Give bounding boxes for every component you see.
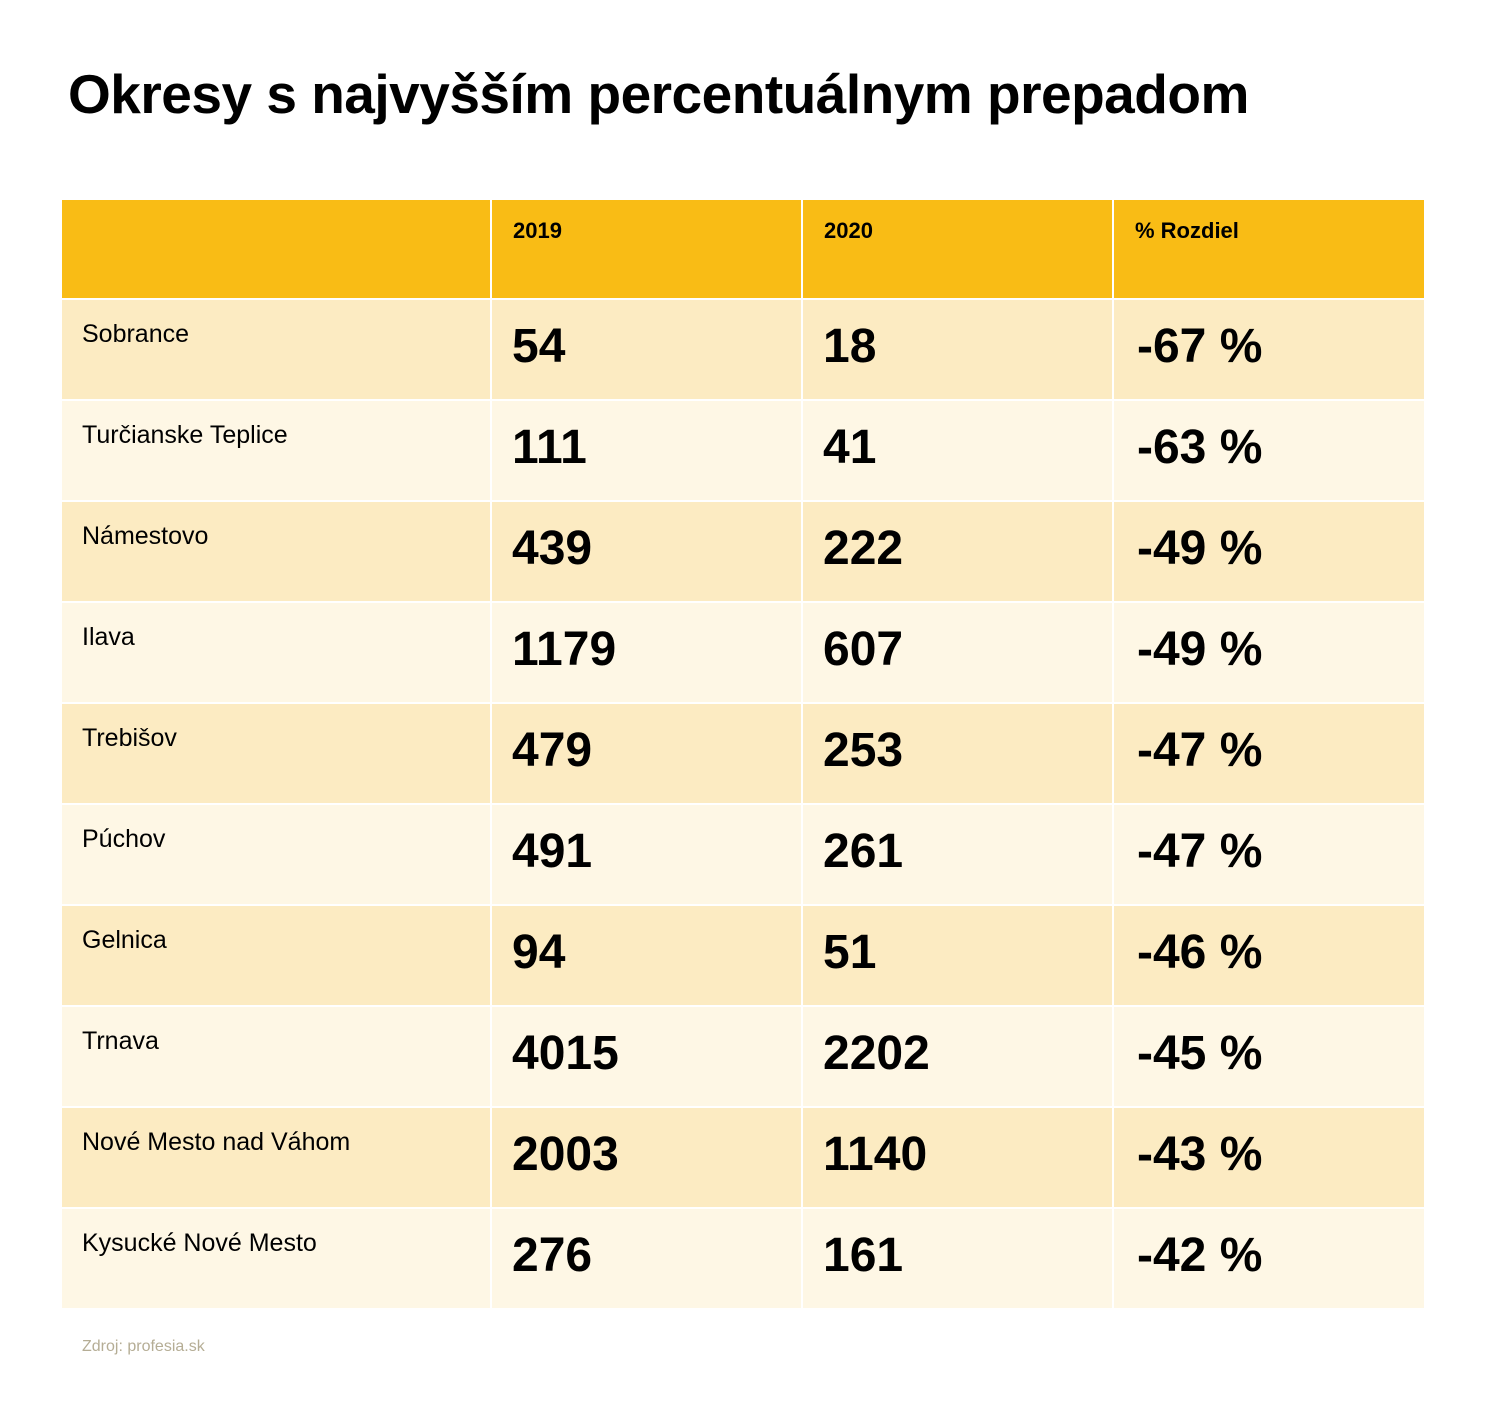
diff-cell: -43 % (1114, 1108, 1424, 1207)
table-row: Trebišov 479 253 -47 % (62, 704, 1424, 803)
value-2020-cell: 222 (803, 502, 1112, 601)
district-cell: Trnava (62, 1007, 490, 1106)
value-2020-cell: 607 (803, 603, 1112, 702)
table-row: Ilava 1179 607 -49 % (62, 603, 1424, 702)
table-header-row: 2019 2020 % Rozdiel (62, 200, 1424, 298)
diff-cell: -42 % (1114, 1209, 1424, 1308)
value-2020-cell: 18 (803, 300, 1112, 399)
header-2020: 2020 (803, 200, 1112, 298)
header-district (62, 200, 490, 298)
district-cell: Kysucké Nové Mesto (62, 1209, 490, 1308)
district-cell: Púchov (62, 805, 490, 904)
value-2020-cell: 51 (803, 906, 1112, 1005)
district-cell: Námestovo (62, 502, 490, 601)
diff-cell: -47 % (1114, 704, 1424, 803)
value-2019-cell: 54 (492, 300, 801, 399)
district-cell: Trebišov (62, 704, 490, 803)
table-row: Trnava 4015 2202 -45 % (62, 1007, 1424, 1106)
district-cell: Turčianske Teplice (62, 401, 490, 500)
header-diff: % Rozdiel (1114, 200, 1424, 298)
district-cell: Sobrance (62, 300, 490, 399)
district-cell: Nové Mesto nad Váhom (62, 1108, 490, 1207)
table-row: Sobrance 54 18 -67 % (62, 300, 1424, 399)
value-2019-cell: 4015 (492, 1007, 801, 1106)
diff-cell: -45 % (1114, 1007, 1424, 1106)
source-note: Zdroj: profesia.sk (82, 1338, 205, 1355)
value-2020-cell: 41 (803, 401, 1112, 500)
value-2019-cell: 439 (492, 502, 801, 601)
table-row: Nové Mesto nad Váhom 2003 1140 -43 % (62, 1108, 1424, 1207)
value-2020-cell: 161 (803, 1209, 1112, 1308)
value-2019-cell: 1179 (492, 603, 801, 702)
diff-cell: -67 % (1114, 300, 1424, 399)
page-title: Okresy s najvyšším percentuálnym prepado… (68, 63, 1249, 125)
district-cell: Gelnica (62, 906, 490, 1005)
diff-cell: -63 % (1114, 401, 1424, 500)
value-2019-cell: 276 (492, 1209, 801, 1308)
diff-cell: -49 % (1114, 603, 1424, 702)
diff-cell: -49 % (1114, 502, 1424, 601)
value-2020-cell: 261 (803, 805, 1112, 904)
table-row: Gelnica 94 51 -46 % (62, 906, 1424, 1005)
table-row: Turčianske Teplice 111 41 -63 % (62, 401, 1424, 500)
table-row: Kysucké Nové Mesto 276 161 -42 % (62, 1209, 1424, 1308)
diff-cell: -47 % (1114, 805, 1424, 904)
value-2019-cell: 94 (492, 906, 801, 1005)
value-2019-cell: 491 (492, 805, 801, 904)
value-2019-cell: 479 (492, 704, 801, 803)
value-2019-cell: 111 (492, 401, 801, 500)
diff-cell: -46 % (1114, 906, 1424, 1005)
value-2020-cell: 253 (803, 704, 1112, 803)
value-2020-cell: 1140 (803, 1108, 1112, 1207)
table-row: Námestovo 439 222 -49 % (62, 502, 1424, 601)
table-row: Púchov 491 261 -47 % (62, 805, 1424, 904)
value-2020-cell: 2202 (803, 1007, 1112, 1106)
header-2019: 2019 (492, 200, 801, 298)
districts-table: 2019 2020 % Rozdiel Sobrance 54 18 -67 % Tur… (60, 198, 1426, 1310)
value-2019-cell: 2003 (492, 1108, 801, 1207)
district-cell: Ilava (62, 603, 490, 702)
